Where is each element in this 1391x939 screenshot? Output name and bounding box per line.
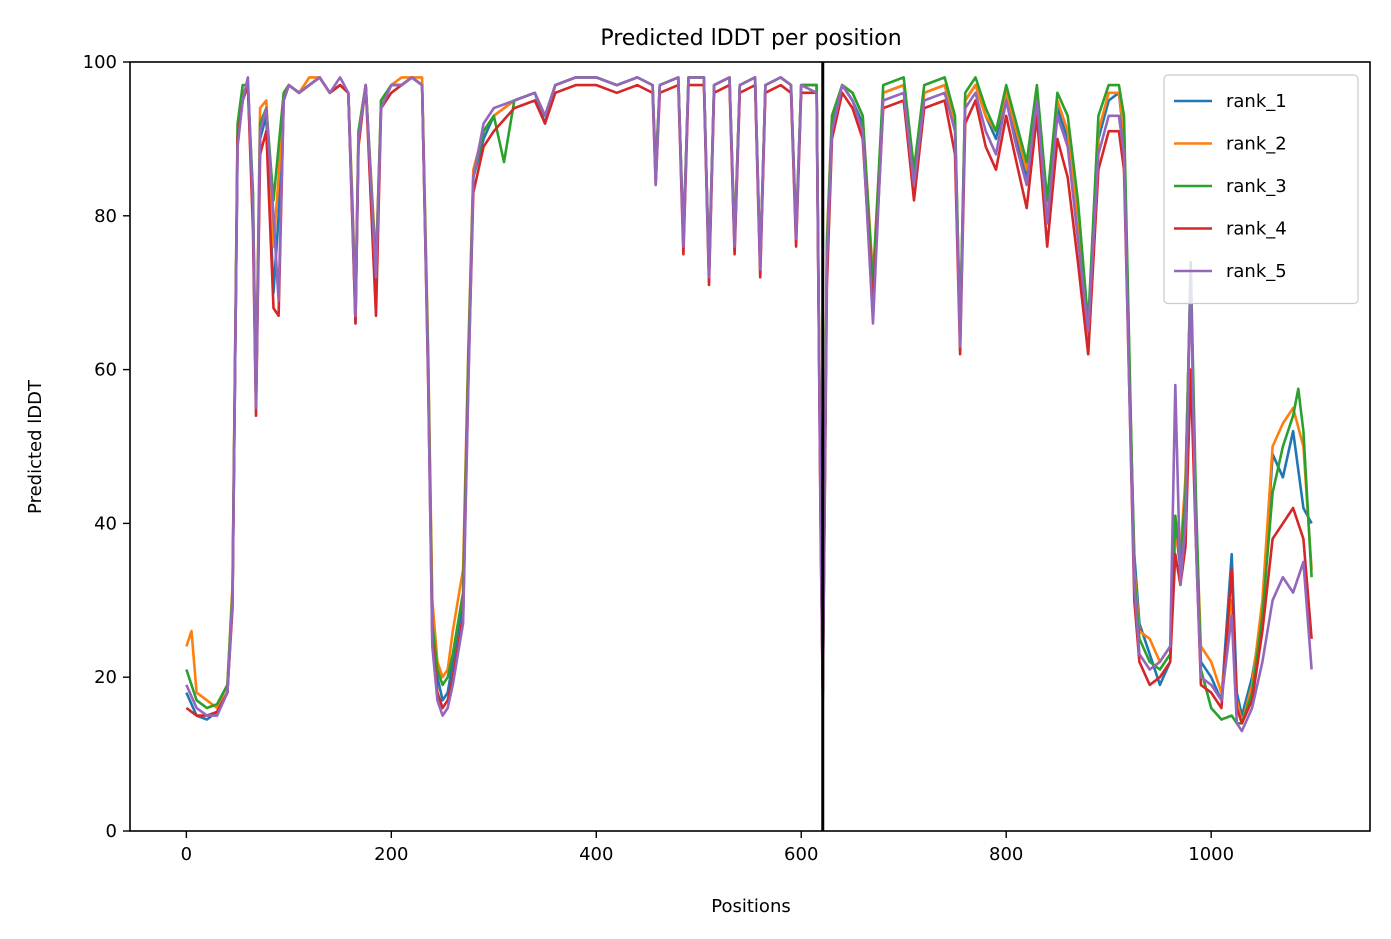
legend-label: rank_2: [1226, 134, 1287, 155]
x-tick-label: 600: [784, 844, 818, 865]
axes-frame: [129, 61, 1371, 832]
series-layer: [185, 76, 1313, 733]
y-tick-label: 0: [106, 821, 117, 842]
legend-box: [1163, 74, 1359, 305]
y-tick-label: 100: [83, 52, 117, 73]
y-tick-label: 80: [94, 206, 117, 227]
y-axis: 0 20 40 60 80 100: [83, 52, 130, 842]
x-tick-label: 400: [579, 844, 613, 865]
y-tick-label: 20: [94, 667, 117, 688]
legend-label: rank_1: [1226, 91, 1287, 112]
y-axis-label: Predicted lDDT: [25, 379, 46, 514]
x-tick-label: 800: [989, 844, 1023, 865]
chart-title: Predicted lDDT per position: [600, 26, 901, 51]
x-tick-label: 1000: [1188, 844, 1234, 865]
y-tick-label: 60: [94, 360, 117, 381]
x-axis: 0 200 400 600 800 1000: [181, 831, 1234, 865]
x-axis-label: Positions: [711, 896, 790, 917]
legend-label: rank_4: [1226, 219, 1287, 240]
series-line-rank_5: [185, 76, 1313, 733]
legend-label: rank_3: [1226, 176, 1287, 197]
legend: rank_1 rank_2 rank_3 rank_4 rank_5: [1163, 74, 1359, 305]
legend-label: rank_5: [1226, 261, 1287, 282]
y-tick-label: 40: [94, 513, 117, 534]
x-tick-label: 200: [374, 844, 408, 865]
x-tick-label: 0: [181, 844, 192, 865]
